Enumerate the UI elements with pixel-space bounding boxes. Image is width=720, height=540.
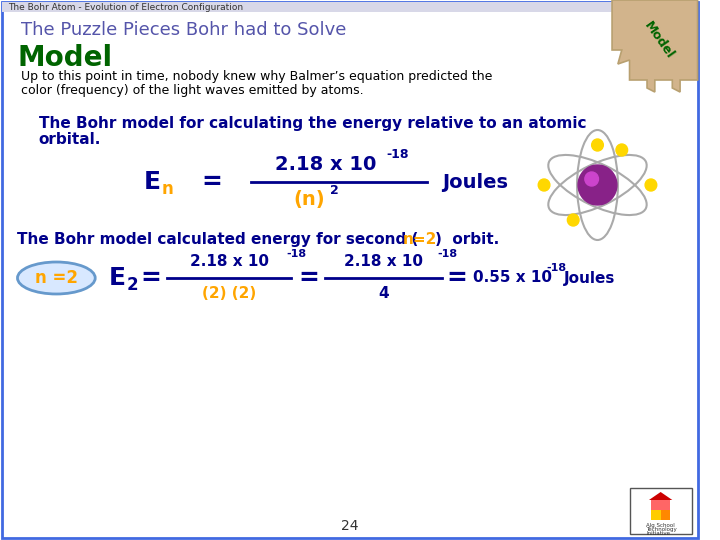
- Text: n =2: n =2: [35, 269, 78, 287]
- Text: 2: 2: [126, 276, 138, 294]
- Text: Up to this point in time, nobody knew why Balmer’s equation predicted the: Up to this point in time, nobody knew wh…: [22, 70, 492, 83]
- FancyBboxPatch shape: [2, 2, 698, 538]
- Ellipse shape: [17, 262, 95, 294]
- Text: =: =: [140, 266, 161, 290]
- Text: Model: Model: [642, 19, 676, 61]
- Text: The Bohr model calculated energy for second (: The Bohr model calculated energy for sec…: [17, 232, 419, 247]
- Text: -18: -18: [387, 148, 409, 161]
- Circle shape: [585, 172, 598, 186]
- FancyBboxPatch shape: [661, 510, 670, 520]
- Circle shape: [616, 144, 628, 156]
- Text: The Bohr model for calculating the energy relative to an atomic: The Bohr model for calculating the energ…: [39, 116, 586, 131]
- Circle shape: [592, 139, 603, 151]
- FancyBboxPatch shape: [651, 500, 670, 520]
- Text: The Puzzle Pieces Bohr had to Solve: The Puzzle Pieces Bohr had to Solve: [22, 21, 347, 39]
- Text: Joules: Joules: [564, 271, 615, 286]
- Text: 2.18 x 10: 2.18 x 10: [344, 254, 423, 269]
- Text: =: =: [446, 266, 467, 290]
- Text: (2) (2): (2) (2): [202, 287, 256, 301]
- Text: Alg School: Alg School: [646, 523, 675, 528]
- Text: -18: -18: [546, 263, 566, 273]
- Text: 4: 4: [379, 287, 389, 301]
- FancyBboxPatch shape: [629, 488, 692, 534]
- Text: )  orbit.: ) orbit.: [436, 232, 500, 247]
- Circle shape: [578, 165, 617, 205]
- Circle shape: [539, 179, 550, 191]
- Text: 2: 2: [330, 184, 339, 197]
- Text: Model: Model: [17, 44, 112, 72]
- Text: E: E: [144, 170, 161, 194]
- Text: n=2: n=2: [403, 232, 438, 247]
- Text: -18: -18: [437, 249, 457, 259]
- Text: Joules: Joules: [442, 172, 508, 192]
- Text: (n): (n): [293, 190, 325, 208]
- Text: Initiative: Initiative: [646, 531, 670, 536]
- Circle shape: [645, 179, 657, 191]
- FancyBboxPatch shape: [2, 2, 698, 12]
- Circle shape: [567, 214, 579, 226]
- Text: Technology: Technology: [646, 527, 677, 532]
- Polygon shape: [612, 0, 698, 92]
- Polygon shape: [649, 492, 672, 500]
- Text: 0.55 x 10: 0.55 x 10: [473, 271, 552, 286]
- Text: 2.18 x 10: 2.18 x 10: [275, 156, 376, 174]
- Text: E: E: [109, 266, 126, 290]
- Text: =: =: [299, 266, 320, 290]
- Text: color (frequency) of the light waves emitted by atoms.: color (frequency) of the light waves emi…: [22, 84, 364, 97]
- Text: -18: -18: [287, 249, 307, 259]
- FancyBboxPatch shape: [651, 510, 661, 520]
- Text: =: =: [202, 170, 222, 194]
- Text: 2.18 x 10: 2.18 x 10: [190, 254, 269, 269]
- Text: 24: 24: [341, 519, 359, 533]
- Text: The Bohr Atom - Evolution of Electron Configuration: The Bohr Atom - Evolution of Electron Co…: [8, 3, 243, 11]
- Text: n: n: [161, 180, 173, 198]
- Text: orbital.: orbital.: [39, 132, 102, 147]
